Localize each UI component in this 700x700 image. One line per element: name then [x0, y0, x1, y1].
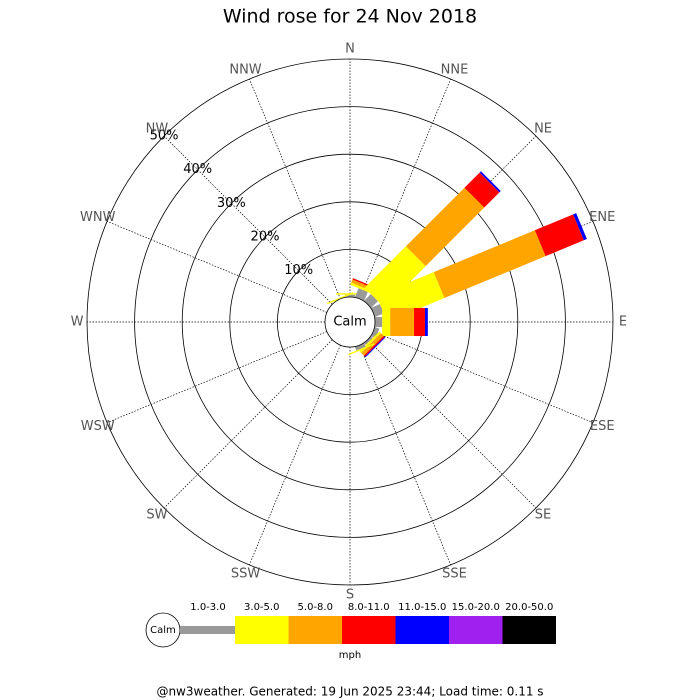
calm-circle	[324, 296, 376, 348]
legend-swatch	[288, 616, 342, 644]
ring	[229, 201, 471, 443]
legend-label: 15.0-20.0	[452, 602, 500, 613]
r-tick-label: 20%	[251, 230, 280, 245]
legend-unit: mph	[339, 650, 361, 661]
wind-bar	[364, 336, 386, 358]
wind-bar	[534, 214, 584, 257]
legend-label: 1.0-3.0	[190, 602, 225, 613]
wind-bar	[479, 171, 501, 193]
wind-bar	[364, 336, 373, 345]
legend-swatch	[235, 616, 289, 644]
legend-swatch	[180, 626, 235, 634]
direction-label: ENE	[589, 210, 615, 225]
direction-label: S	[346, 588, 354, 603]
wind-bar	[348, 343, 375, 356]
direction-label: NE	[534, 121, 552, 136]
wind-bar	[424, 308, 428, 336]
direction-label: NW	[146, 121, 169, 136]
direction-label: NNE	[441, 62, 469, 77]
ring	[181, 153, 519, 491]
wind-bar	[414, 308, 425, 336]
wind-bar	[382, 308, 391, 336]
legend-swatch	[502, 616, 556, 644]
legend-swatch	[449, 616, 503, 644]
wind-bar	[354, 343, 366, 351]
wind-bar	[375, 317, 383, 327]
direction-label: E	[619, 315, 627, 330]
wind-bar	[354, 288, 368, 301]
wind-bar	[464, 172, 500, 208]
spoke	[106, 221, 328, 313]
spoke	[163, 339, 333, 509]
footer: @nw3weather. Generated: 19 Jun 2025 23:4…	[156, 685, 543, 699]
spoke	[249, 344, 341, 566]
spoke	[163, 135, 333, 305]
direction-label: SSW	[231, 567, 261, 582]
wind-bar	[364, 246, 426, 308]
legend-label: 8.0-11.0	[348, 602, 390, 613]
direction-label: N	[345, 42, 355, 57]
wind-bar	[433, 230, 546, 299]
spoke	[106, 331, 328, 423]
legend-label: 11.0-15.0	[398, 602, 446, 613]
legend-calm-label: Calm	[150, 625, 176, 636]
legend-label: 5.0-8.0	[298, 602, 333, 613]
spoke	[372, 331, 594, 423]
r-tick-label: 10%	[284, 263, 313, 278]
wind-bar	[573, 213, 587, 241]
direction-label: WSW	[81, 419, 115, 434]
calm-label: Calm	[333, 315, 366, 330]
legend-swatch	[395, 616, 449, 644]
wind-bar	[371, 304, 384, 318]
direction-label: W	[71, 315, 84, 330]
legend-label: 20.0-50.0	[505, 602, 553, 613]
r-tick-label: 30%	[217, 196, 246, 211]
legend-swatch	[342, 616, 396, 644]
spoke	[359, 78, 451, 300]
wind-bar	[326, 292, 354, 305]
spoke	[367, 339, 537, 509]
spoke	[249, 78, 341, 300]
direction-label: SW	[146, 508, 167, 523]
wind-bar	[371, 326, 380, 339]
spoke	[359, 344, 451, 566]
legend-label: 3.0-5.0	[244, 602, 279, 613]
wind-bar	[390, 308, 415, 336]
wind-bar	[364, 294, 378, 308]
direction-label: WNW	[80, 210, 116, 225]
chart-title: Wind rose for 24 Nov 2018	[223, 6, 477, 28]
wind-bar	[405, 187, 485, 267]
direction-label: ESE	[590, 419, 615, 434]
direction-label: SE	[535, 508, 551, 523]
direction-label: SSE	[442, 567, 467, 582]
wind-bar	[363, 335, 385, 357]
direction-label: NNW	[229, 62, 261, 77]
